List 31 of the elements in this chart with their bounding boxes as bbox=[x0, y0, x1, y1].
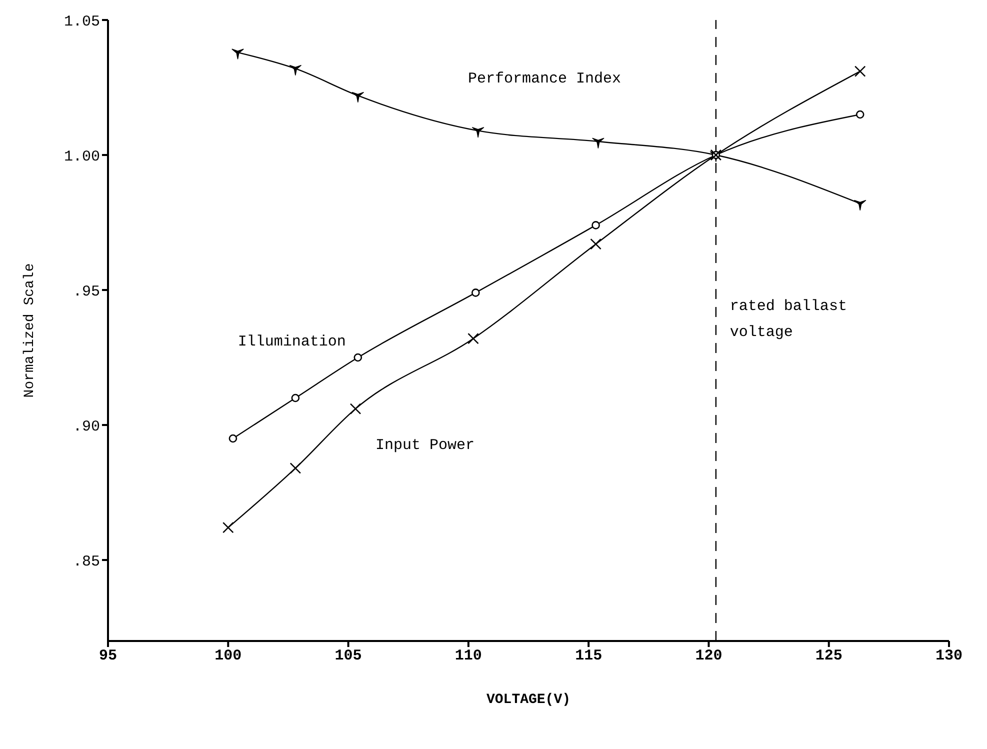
y-axis-title: Normalized Scale bbox=[22, 263, 38, 398]
point bbox=[350, 403, 362, 414]
point bbox=[592, 221, 600, 230]
point bbox=[856, 110, 864, 119]
y-tick-label: 1.00 bbox=[64, 148, 100, 166]
ref-line-label: rated ballast voltage bbox=[730, 298, 847, 341]
point bbox=[290, 462, 302, 474]
y-tick-label: 1.05 bbox=[64, 13, 100, 30]
point bbox=[468, 332, 479, 344]
x-tick-label: 130 bbox=[935, 648, 963, 665]
point bbox=[854, 66, 866, 77]
text: Performance Index bbox=[468, 70, 622, 88]
x-tick-label: 105 bbox=[334, 648, 362, 665]
x-tick-label: 120 bbox=[695, 648, 722, 665]
x-tick-label: 115 bbox=[575, 648, 602, 665]
y-tick-label: .95 bbox=[72, 283, 100, 300]
point bbox=[354, 353, 362, 362]
y-tick-label: .90 bbox=[72, 418, 100, 436]
point bbox=[291, 394, 300, 402]
x-tick-label: 110 bbox=[454, 648, 482, 665]
series-label: Input Power bbox=[375, 436, 475, 454]
y-tick-label: .85 bbox=[72, 553, 100, 570]
series-label: Illumination bbox=[238, 334, 346, 350]
x-tick-label: 95 bbox=[98, 648, 118, 665]
point bbox=[228, 434, 238, 443]
point bbox=[222, 522, 234, 534]
x-axis-title: VOLTAGE(V) bbox=[486, 692, 571, 708]
x-tick-label: 125 bbox=[815, 648, 842, 665]
point bbox=[471, 288, 480, 297]
x-tick-label: 100 bbox=[214, 648, 242, 665]
point bbox=[590, 238, 602, 250]
